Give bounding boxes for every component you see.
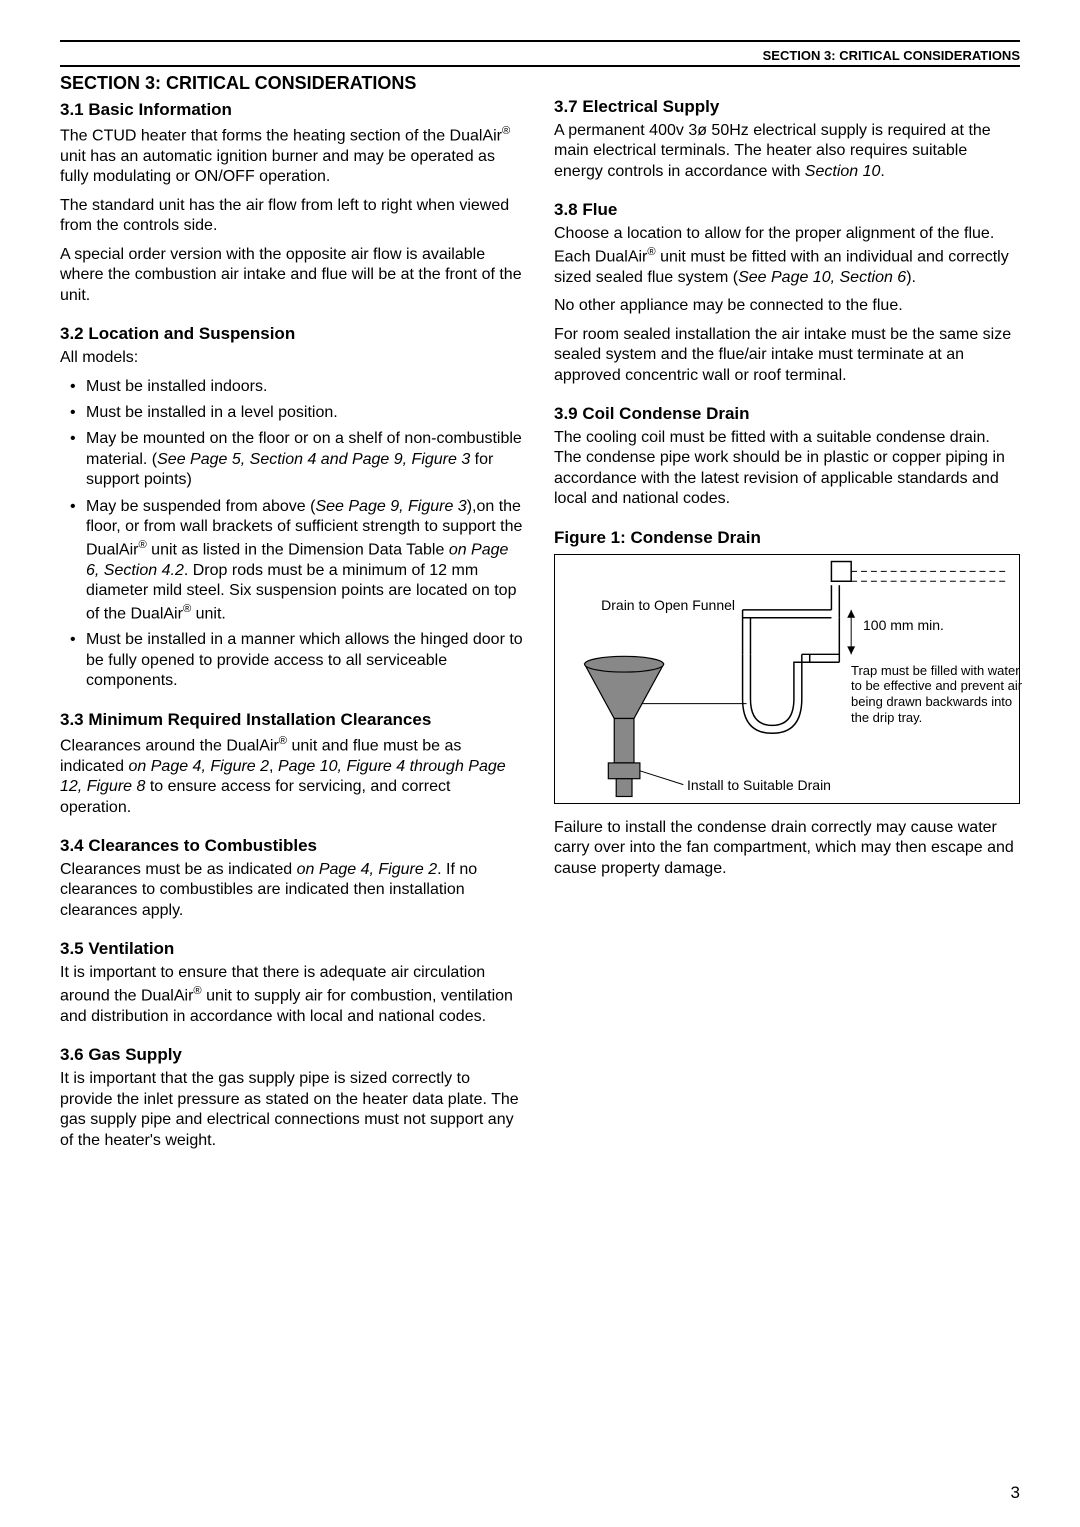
section-3-7: 3.7 Electrical Supply A permanent 400v 3… — [554, 97, 1020, 182]
reg-mark: ® — [193, 985, 201, 997]
right-column: 3.7 Electrical Supply A permanent 400v 3… — [554, 73, 1020, 1169]
heading-3-9: 3.9 Coil Condense Drain — [554, 404, 1020, 424]
reg-mark: ® — [279, 735, 287, 747]
para-after-figure: Failure to install the condense drain co… — [554, 818, 1020, 879]
list-3-2: Must be installed indoors. Must be insta… — [60, 377, 526, 692]
section-3-title: SECTION 3: CRITICAL CONSIDERATIONS — [60, 73, 526, 94]
list-item: Must be installed indoors. — [86, 377, 526, 397]
two-column-layout: SECTION 3: CRITICAL CONSIDERATIONS 3.1 B… — [60, 73, 1020, 1169]
text: The CTUD heater that forms the heating s… — [60, 127, 502, 144]
top-rule — [60, 40, 1020, 42]
left-column: SECTION 3: CRITICAL CONSIDERATIONS 3.1 B… — [60, 73, 526, 1169]
text: May be suspended from above ( — [86, 498, 315, 515]
para-3-1-1: The CTUD heater that forms the heating s… — [60, 124, 526, 188]
heading-3-2: 3.2 Location and Suspension — [60, 324, 526, 344]
heading-3-1: 3.1 Basic Information — [60, 100, 526, 120]
running-header-text: SECTION 3: CRITICAL CONSIDERATIONS — [763, 48, 1020, 63]
heading-3-4: 3.4 Clearances to Combustibles — [60, 836, 526, 856]
label-drain-funnel: Drain to Open Funnel — [565, 597, 735, 614]
italic-ref: Section 10 — [805, 163, 881, 180]
para-3-9-1: The cooling coil must be fitted with a s… — [554, 428, 1020, 510]
section-3-9: 3.9 Coil Condense Drain The cooling coil… — [554, 404, 1020, 510]
heading-3-5: 3.5 Ventilation — [60, 939, 526, 959]
section-3-1: 3.1 Basic Information The CTUD heater th… — [60, 100, 526, 306]
text: ). — [906, 269, 916, 286]
text: , — [269, 758, 278, 775]
heading-3-8: 3.8 Flue — [554, 200, 1020, 220]
text: Clearances must be as indicated — [60, 861, 297, 878]
label-install-drain: Install to Suitable Drain — [687, 777, 831, 794]
italic-ref: See Page 10, Section 6 — [738, 269, 906, 286]
reg-mark: ® — [138, 539, 146, 551]
text: unit has an automatic ignition burner an… — [60, 148, 495, 185]
running-header: SECTION 3: CRITICAL CONSIDERATIONS — [60, 44, 1020, 67]
para-3-6-1: It is important that the gas supply pipe… — [60, 1069, 526, 1151]
figure-1-title: Figure 1: Condense Drain — [554, 528, 1020, 548]
figure-1: Drain to Open Funnel 100 mm min. Trap mu… — [554, 554, 1020, 804]
para-3-8-1: Choose a location to allow for the prope… — [554, 224, 1020, 288]
list-item: Must be installed in a manner which allo… — [86, 630, 526, 691]
text: A permanent 400v 3ø 50Hz electrical supp… — [554, 122, 991, 180]
italic-ref: on Page 4, Figure 2 — [129, 758, 270, 775]
page-number: 3 — [1011, 1483, 1020, 1503]
para-3-8-2: No other appliance may be connected to t… — [554, 296, 1020, 316]
heading-3-6: 3.6 Gas Supply — [60, 1045, 526, 1065]
section-3-6: 3.6 Gas Supply It is important that the … — [60, 1045, 526, 1151]
section-3-8: 3.8 Flue Choose a location to allow for … — [554, 200, 1020, 386]
reg-mark: ® — [647, 246, 655, 258]
italic-ref: See Page 9, Figure 3 — [315, 498, 466, 515]
para-3-3-1: Clearances around the DualAir® unit and … — [60, 734, 526, 818]
section-3-5: 3.5 Ventilation It is important to ensur… — [60, 939, 526, 1027]
list-item: May be suspended from above (See Page 9,… — [86, 497, 526, 624]
para-3-4-1: Clearances must be as indicated on Page … — [60, 860, 526, 921]
list-item: May be mounted on the floor or on a shel… — [86, 429, 526, 490]
text: . — [880, 163, 884, 180]
italic-ref: on Page 4, Figure 2 — [297, 861, 438, 878]
section-3-2: 3.2 Location and Suspension All models: … — [60, 324, 526, 692]
text: Clearances around the DualAir — [60, 737, 279, 754]
para-3-1-3: A special order version with the opposit… — [60, 245, 526, 306]
italic-ref: See Page 5, Section 4 and Page 9, Figure… — [157, 451, 470, 468]
heading-3-3: 3.3 Minimum Required Installation Cleara… — [60, 710, 526, 730]
heading-3-7: 3.7 Electrical Supply — [554, 97, 1020, 117]
list-item: Must be installed in a level position. — [86, 403, 526, 423]
section-3-4: 3.4 Clearances to Combustibles Clearance… — [60, 836, 526, 921]
para-3-1-2: The standard unit has the air flow from … — [60, 196, 526, 237]
label-trap-note: Trap must be filled with water to be eff… — [851, 663, 1023, 725]
para-3-7-1: A permanent 400v 3ø 50Hz electrical supp… — [554, 121, 1020, 182]
reg-mark: ® — [183, 603, 191, 615]
para-3-2-lead: All models: — [60, 348, 526, 368]
section-3-3: 3.3 Minimum Required Installation Cleara… — [60, 710, 526, 818]
reg-mark: ® — [502, 125, 510, 137]
para-3-8-3: For room sealed installation the air int… — [554, 325, 1020, 386]
label-100mm-min: 100 mm min. — [863, 617, 944, 634]
para-3-5-1: It is important to ensure that there is … — [60, 963, 526, 1027]
text: unit as listed in the Dimension Data Tab… — [147, 541, 449, 558]
text: unit. — [191, 605, 226, 622]
